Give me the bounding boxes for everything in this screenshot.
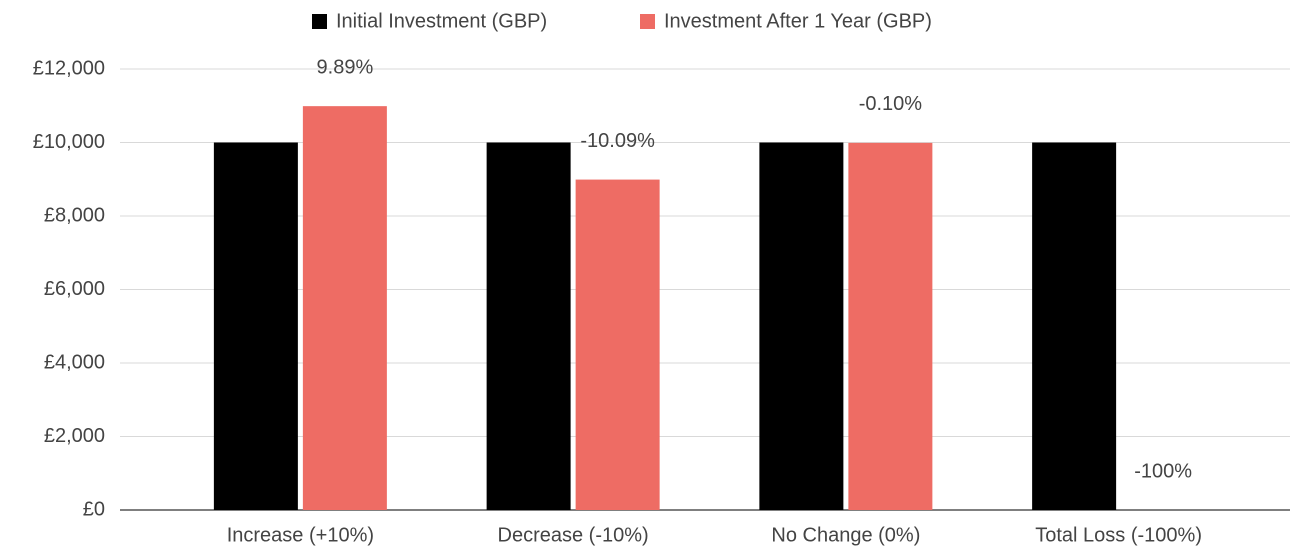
bar [1032, 142, 1117, 510]
y-tick-label: £10,000 [33, 131, 105, 153]
bar [486, 142, 571, 510]
bar [302, 106, 387, 511]
annotation: -100% [1134, 460, 1192, 482]
legend-swatch [640, 14, 655, 29]
y-tick-label: £12,000 [33, 57, 105, 79]
bar [848, 142, 933, 510]
legend-label: Investment After 1 Year (GBP) [664, 10, 932, 32]
legend-label: Initial Investment (GBP) [336, 10, 547, 32]
annotation: -10.09% [580, 130, 655, 152]
y-tick-label: £4,000 [44, 351, 105, 373]
y-tick-label: £6,000 [44, 278, 105, 300]
bar [759, 142, 844, 510]
legend-swatch [312, 14, 327, 29]
y-tick-label: £2,000 [44, 425, 105, 447]
y-tick-label: £0 [83, 498, 105, 520]
y-tick-label: £8,000 [44, 204, 105, 226]
x-tick-label: Total Loss (-100%) [1035, 524, 1202, 546]
annotation: 9.89% [317, 56, 374, 78]
annotation: -0.10% [859, 93, 923, 115]
x-tick-label: No Change (0%) [771, 524, 920, 546]
x-tick-label: Increase (+10%) [227, 524, 374, 546]
x-tick-label: Decrease (-10%) [498, 524, 649, 546]
bar [213, 142, 298, 510]
bar [575, 179, 660, 510]
